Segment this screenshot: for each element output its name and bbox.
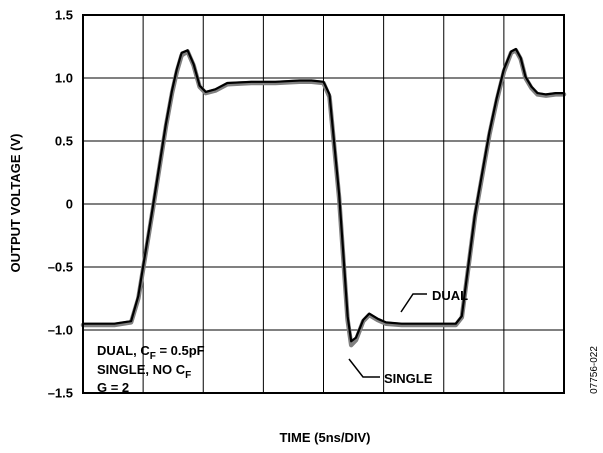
- series-line-dual: [81, 47, 566, 343]
- dual-leader-line: [400, 293, 427, 313]
- conditions-note: DUAL, CF = 0.5pF SINGLE, NO CF G = 2: [97, 343, 205, 395]
- single-leader-line: [348, 358, 380, 378]
- y-tick-labels: –1.5 –1.0 –0.5 0 0.5 1.0 1.5: [48, 8, 73, 401]
- dual-label: DUAL: [432, 288, 468, 303]
- svg-text:SINGLE, NO CF: SINGLE, NO CF: [97, 362, 191, 381]
- y-tick-label: 1.0: [55, 71, 73, 86]
- y-axis-label: OUTPUT VOLTAGE (V): [8, 134, 23, 273]
- figure-id: 07756-022: [589, 346, 600, 394]
- grid: [82, 14, 565, 394]
- x-axis-label: TIME (5ns/DIV): [279, 430, 370, 445]
- conditions-line1-subscript: F: [150, 351, 156, 362]
- conditions-line2: SINGLE, NO C: [97, 362, 186, 377]
- conditions-line1: DUAL, C: [97, 343, 150, 358]
- y-tick-label: 1.5: [55, 8, 73, 23]
- y-tick-label: –1.5: [48, 386, 73, 401]
- single-label: SINGLE: [384, 371, 433, 386]
- y-tick-label: –1.0: [48, 323, 73, 338]
- y-tick-label: 0.5: [55, 134, 73, 149]
- svg-text:DUAL, CF = 0.5pF: DUAL, CF = 0.5pF: [97, 343, 205, 362]
- series-layer: [80, 47, 567, 348]
- conditions-line2-subscript: F: [185, 370, 191, 381]
- conditions-line3: G = 2: [97, 380, 129, 395]
- y-tick-label: 0: [66, 197, 73, 212]
- plot-frame: [82, 14, 565, 394]
- conditions-line1-tail: = 0.5pF: [156, 343, 205, 358]
- y-tick-label: –0.5: [48, 260, 73, 275]
